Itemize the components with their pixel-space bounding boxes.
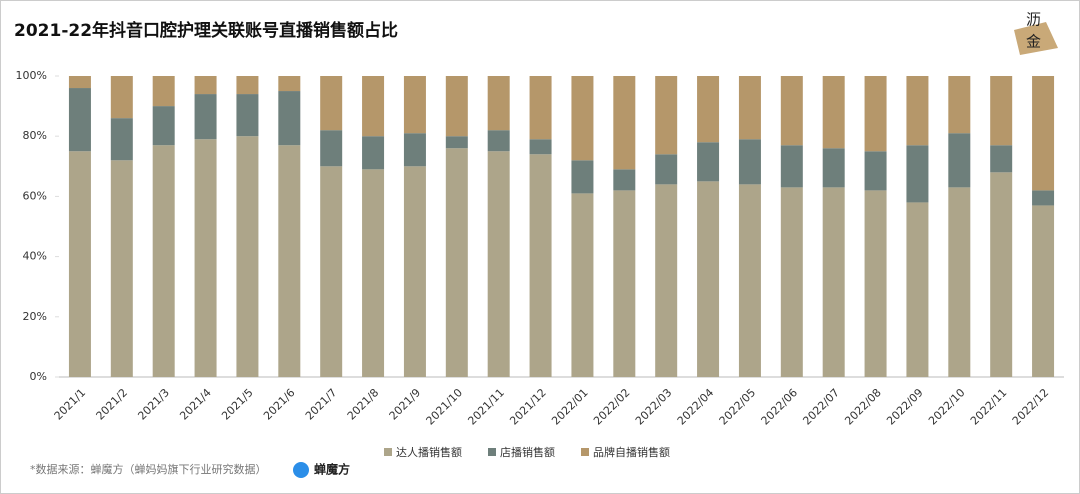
y-tick-label: 100% xyxy=(16,69,47,82)
bar-segment xyxy=(697,76,720,143)
badge-text: 沥 xyxy=(1026,11,1041,29)
legend-swatch xyxy=(581,448,589,456)
bar-segment xyxy=(278,145,301,377)
bar-segment xyxy=(613,76,636,170)
bar-segment xyxy=(571,193,594,377)
bar-segment xyxy=(110,160,133,377)
bar-segment xyxy=(487,151,510,377)
bar-segment xyxy=(529,76,552,140)
bar-segment xyxy=(822,76,845,149)
bar-segment xyxy=(864,151,887,191)
bar-segment xyxy=(68,151,91,377)
bar-segment xyxy=(697,142,720,182)
bar-segment xyxy=(780,76,803,146)
y-tick-label: 60% xyxy=(23,189,47,202)
legend-swatch xyxy=(488,448,496,456)
bar-segment xyxy=(362,169,385,377)
bar-segment xyxy=(403,166,426,377)
bar-segment xyxy=(1032,76,1055,191)
bar-segment xyxy=(529,154,552,377)
bar-segment xyxy=(780,187,803,377)
bar-segment xyxy=(948,76,971,134)
bar-segment xyxy=(487,130,510,152)
bar-segment xyxy=(906,76,929,146)
bar-segment xyxy=(571,160,594,194)
bar-segment xyxy=(68,88,91,152)
bar-segment xyxy=(697,181,720,377)
bar-segment xyxy=(278,76,301,92)
bar-segment xyxy=(110,118,133,161)
bar-segment xyxy=(529,139,552,155)
bar-segment xyxy=(822,187,845,377)
bar-segment xyxy=(362,76,385,137)
bar-segment xyxy=(68,76,91,89)
bar-segment xyxy=(1032,205,1055,377)
bar-segment xyxy=(738,139,761,185)
bar-segment xyxy=(236,94,259,137)
bar-segment xyxy=(948,133,971,188)
bar-segment xyxy=(194,139,217,377)
bar-segment xyxy=(613,190,636,377)
bar-segment xyxy=(236,76,259,95)
bar-segment xyxy=(110,76,133,119)
logo-icon xyxy=(293,462,309,478)
y-tick-label: 40% xyxy=(23,250,47,263)
logo-text: 蝉魔方 xyxy=(314,462,350,477)
bar-segment xyxy=(780,145,803,188)
bar-segment xyxy=(152,145,175,377)
bar-segment xyxy=(320,130,343,167)
legend-swatch xyxy=(384,448,392,456)
bar-segment xyxy=(445,136,468,149)
bar-segment xyxy=(278,91,301,146)
bar-segment xyxy=(655,184,678,377)
bar-segment xyxy=(236,136,259,377)
bar-segment xyxy=(990,145,1013,173)
bar-segment xyxy=(362,136,385,170)
bar-segment xyxy=(403,133,426,167)
bar-segment xyxy=(864,190,887,377)
source-note: *数据来源：蝉魔方（蝉妈妈旗下行业研究数据） xyxy=(30,462,267,476)
bar-segment xyxy=(571,76,594,161)
bar-segment xyxy=(1032,190,1055,206)
bar-segment xyxy=(948,187,971,377)
bar-segment xyxy=(864,76,887,152)
bar-segment xyxy=(655,154,678,185)
legend-label: 达人播销售额 xyxy=(396,445,462,459)
bar-segment xyxy=(320,76,343,131)
y-tick-label: 80% xyxy=(23,129,47,142)
bar-segment xyxy=(990,76,1013,146)
bar-segment xyxy=(152,76,175,107)
bar-segment xyxy=(403,76,426,134)
bar-segment xyxy=(613,169,636,191)
bar-segment xyxy=(990,172,1013,377)
legend-label: 店播销售额 xyxy=(500,445,555,459)
badge-shape xyxy=(1014,22,1058,55)
badge-text: 金 xyxy=(1026,33,1041,51)
y-tick-label: 20% xyxy=(23,310,47,323)
legend-label: 品牌自播销售额 xyxy=(593,445,670,459)
bar-segment xyxy=(445,76,468,137)
bar-segment xyxy=(320,166,343,377)
bar-segment xyxy=(822,148,845,188)
bar-segment xyxy=(194,94,217,140)
bar-segment xyxy=(194,76,217,95)
badge: 沥 金 xyxy=(1014,11,1058,55)
bar-segment xyxy=(487,76,510,131)
bar-segment xyxy=(445,148,468,377)
bar-segment xyxy=(655,76,678,155)
bar-segment xyxy=(152,106,175,146)
bar-segment xyxy=(738,76,761,140)
chart-title: 2021-22年抖音口腔护理关联账号直播销售额占比 xyxy=(14,20,398,41)
bar-segment xyxy=(906,202,929,377)
y-tick-label: 0% xyxy=(30,370,47,383)
bar-segment xyxy=(906,145,929,203)
bar-segment xyxy=(738,184,761,377)
